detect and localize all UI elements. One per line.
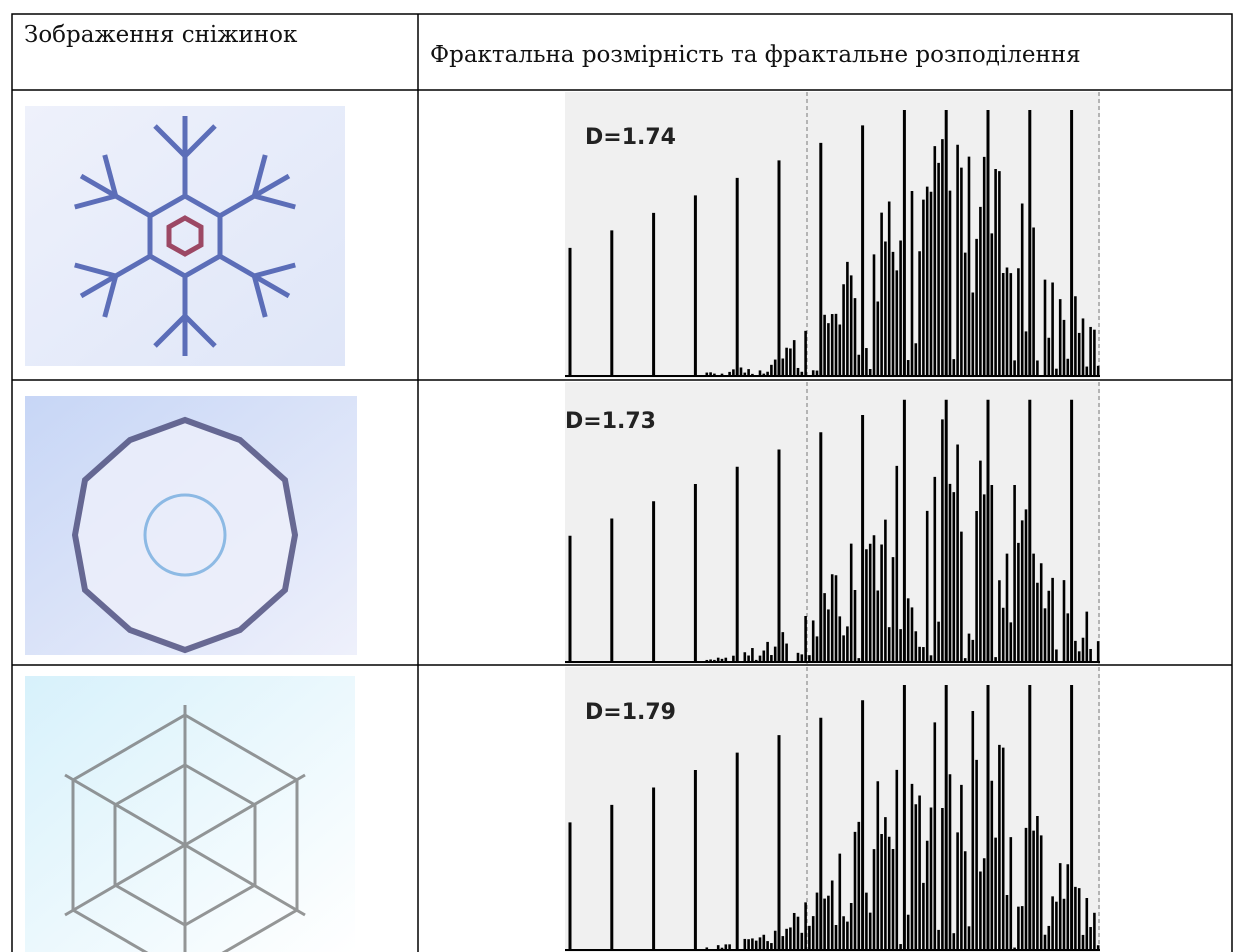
dimension-label: D=1.73 [565,409,656,434]
dimension-label: D=1.74 [585,125,676,150]
document-table: D=1.74 D=1.73 D=1.79 [0,0,1236,952]
snowflake-image [25,106,345,366]
dimension-label: D=1.79 [585,700,676,725]
snowflake-image [25,396,357,655]
page: {"table": { "header": ["Зображення сніжи… [0,0,1236,952]
histograms: D=1.74 D=1.73 D=1.79 [565,92,1100,952]
header-cell: Фрактальна розмірність та фрактальне роз… [430,42,1081,68]
header-cell: Зображення сніжинок [24,22,297,48]
snowflake-image [25,676,355,952]
